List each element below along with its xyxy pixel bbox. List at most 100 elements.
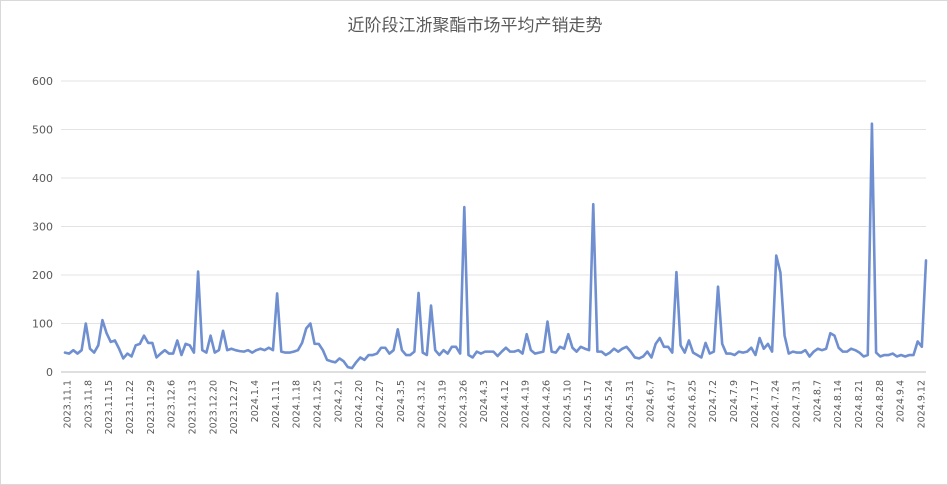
data-point [546, 320, 549, 323]
x-tick-label: 2024.1.25 [312, 380, 323, 428]
data-point [708, 352, 711, 355]
x-tick-label: 2023.11.22 [125, 380, 136, 434]
chart-title: 近阶段江浙聚酯市场平均产销走势 [347, 16, 603, 36]
x-tick-label: 2024.3.19 [437, 380, 448, 428]
data-point [625, 345, 628, 348]
data-point [667, 345, 670, 348]
data-point [188, 344, 191, 347]
data-point [629, 350, 632, 353]
data-point [280, 350, 283, 353]
data-point [484, 350, 487, 353]
data-point [621, 347, 624, 350]
data-point [180, 353, 183, 356]
data-point [600, 350, 603, 353]
data-point [192, 351, 195, 354]
x-tick-label: 2024.7.9 [729, 380, 740, 422]
data-point [371, 353, 374, 356]
data-point [874, 351, 877, 354]
data-point [305, 327, 308, 330]
x-tick-label: 2024.8.28 [875, 380, 886, 428]
data-point [870, 122, 873, 125]
data-point [500, 350, 503, 353]
data-point [309, 322, 312, 325]
data-point [271, 349, 274, 352]
data-point [300, 341, 303, 344]
data-point [787, 352, 790, 355]
x-tick-label: 2023.12.20 [208, 380, 219, 434]
data-point [746, 350, 749, 353]
data-point [355, 361, 358, 364]
data-point [721, 342, 724, 345]
data-point [409, 353, 412, 356]
data-point [442, 349, 445, 352]
data-point [513, 350, 516, 353]
data-point [88, 347, 91, 350]
data-point [413, 350, 416, 353]
data-point [691, 351, 694, 354]
data-point [80, 349, 83, 352]
data-point [646, 350, 649, 353]
data-point [762, 347, 765, 350]
data-point [899, 353, 902, 356]
data-point [912, 353, 915, 356]
data-point [850, 347, 853, 350]
x-tick-label: 2024.5.17 [583, 380, 594, 428]
data-point [72, 349, 75, 352]
y-tick-label: 300 [32, 221, 53, 234]
data-point [201, 349, 204, 352]
data-point [662, 345, 665, 348]
data-point [758, 336, 761, 339]
data-point [105, 332, 108, 335]
data-point [771, 350, 774, 353]
data-point [650, 356, 653, 359]
data-point [259, 347, 262, 350]
x-tick-label: 2024.4.3 [479, 380, 490, 422]
data-point [471, 356, 474, 359]
data-point [862, 355, 865, 358]
data-point [251, 351, 254, 354]
data-point [754, 353, 757, 356]
data-point [895, 355, 898, 358]
data-point [554, 351, 557, 354]
data-point [172, 352, 175, 355]
data-point [658, 336, 661, 339]
data-point [384, 346, 387, 349]
data-point [246, 349, 249, 352]
data-point [924, 259, 927, 262]
data-point [230, 347, 233, 350]
data-point [321, 349, 324, 352]
data-point [122, 357, 125, 360]
data-point [217, 349, 220, 352]
data-point [883, 353, 886, 356]
data-point [400, 349, 403, 352]
data-point [97, 344, 100, 347]
data-point [350, 367, 353, 370]
data-point [716, 285, 719, 288]
x-tick-label: 2023.11.29 [146, 380, 157, 434]
data-point [126, 352, 129, 355]
data-point [563, 347, 566, 350]
x-tick-label: 2023.12.27 [229, 380, 240, 434]
data-point [396, 328, 399, 331]
data-point [604, 353, 607, 356]
data-point [404, 353, 407, 356]
data-point [683, 351, 686, 354]
data-point [151, 341, 154, 344]
data-point [808, 355, 811, 358]
x-tick-label: 2024.2.1 [333, 380, 344, 422]
data-point [388, 352, 391, 355]
data-point [392, 349, 395, 352]
data-point [213, 351, 216, 354]
data-point [592, 203, 595, 206]
data-point [637, 357, 640, 360]
data-point [130, 355, 133, 358]
data-point [654, 342, 657, 345]
x-tick-label: 2023.11.8 [83, 380, 94, 428]
data-point [671, 351, 674, 354]
data-point [284, 351, 287, 354]
x-tick-label: 2024.1.18 [292, 380, 303, 428]
data-point [920, 345, 923, 348]
data-point [68, 352, 71, 355]
data-point [845, 350, 848, 353]
